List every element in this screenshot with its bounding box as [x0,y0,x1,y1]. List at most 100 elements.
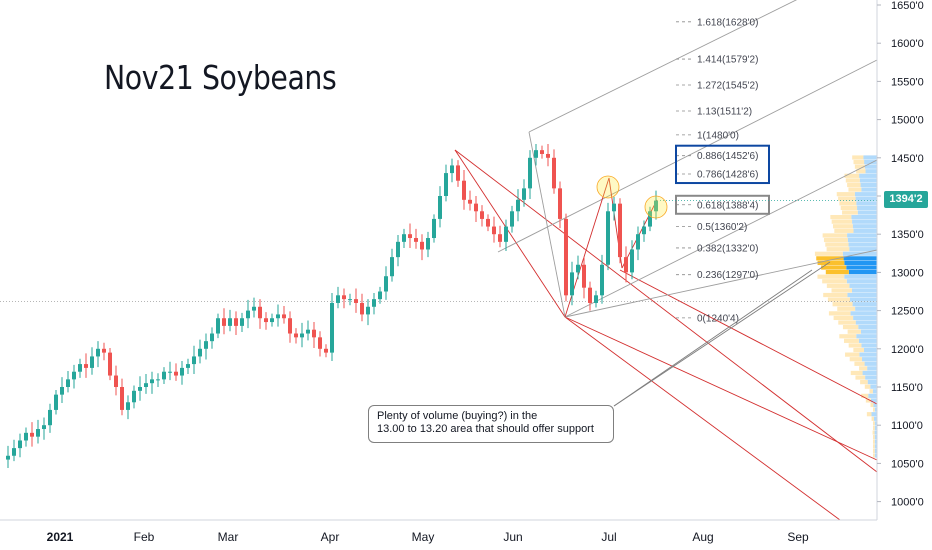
volume-profile-bar-down [873,421,875,426]
candle-body [18,440,22,449]
volume-profile-bar-down [826,283,850,288]
volume-profile-bar-up [859,173,877,178]
volume-profile-bar-down [873,448,875,453]
candle-body [96,348,100,357]
candle-body [216,318,220,334]
candle-body [510,211,514,227]
volume-profile-bar-up [874,430,877,435]
volume-profile-bar-up [857,205,877,211]
fib-level-label: 1.414(1579'2) [697,55,758,66]
candle-body [516,199,520,212]
volume-profile-bar-up [849,297,877,302]
volume-profile-bar-down [839,334,857,339]
candle-body [102,348,106,353]
candle-body [366,306,370,315]
volume-profile-bar-up [874,448,877,453]
volume-profile-bar-down [845,178,860,183]
candle-body [132,390,136,403]
price-tick-label: 1100'0 [891,420,923,432]
fib-level-label: 1.618(1628'0) [697,17,758,28]
volume-profile-bar-down [837,306,856,311]
volume-profile-bar-down [848,187,862,192]
volume-profile-bar-down [825,242,849,247]
volume-profile-bar-down [827,297,850,302]
candle-body [36,429,40,437]
price-axis[interactable]: 1650'01600'01550'01500'01450'01400'01350… [877,0,924,509]
candle-body [624,257,628,273]
candle-body [276,314,280,319]
red-pitchfork-upper-tine [454,149,878,473]
fib-level-label: 1.13(1511'2) [697,107,752,118]
volume-profile-bar-up [867,366,877,371]
volume-profile-bar-up [864,361,877,366]
candle-body [228,318,232,326]
volume-profile-bar-down [821,265,847,270]
volume-profile-bar-up [853,315,877,321]
volume-profile-bar-down [873,425,875,431]
candle-body [582,264,586,288]
candle-body [336,295,340,303]
candle-body [618,203,622,258]
grey-pitchfork-lower-tine [564,159,878,318]
volume-profile-bar-up [855,196,877,201]
volume-profile-bar-down [828,311,851,316]
candle-body [588,287,592,303]
fibonacci-levels: 1.618(1628'0) 1.414(1579'2) 1.272(1545'2) 1… [675,17,770,324]
volume-profile-bar-up [863,347,877,353]
volume-profile-bar-down [844,338,859,343]
candle-body [534,150,538,158]
volume-profile-bar-down [842,325,859,330]
time-tick-label: Jun [503,530,522,544]
volume-profile-bar-up [846,265,877,270]
fib-level-label: 1(1480'0) [697,130,739,141]
volume-profile-bar-down [825,270,849,275]
candle-body [504,226,508,242]
candle-body [150,379,154,384]
fib-level-label: 0.236(1297'0) [697,270,758,281]
candle-body [24,432,28,441]
price-tick-label: 1650'0 [891,0,924,12]
volume-profile-bar-up [855,306,877,311]
price-tick-label: 1300'0 [891,267,924,279]
candle-body [252,306,256,311]
volume-profile-bar-down [859,366,868,371]
volume-profile-bar-up [856,334,877,339]
candle-body [654,200,658,212]
candle-body [294,333,298,338]
candle-body [6,455,10,460]
candle-body [492,226,496,235]
price-tick-label: 1450'0 [891,153,924,165]
candle-body [144,383,148,387]
volume-profile-bar-down [831,219,853,224]
candle-body [372,299,376,307]
volume-profile-bar-up [844,274,877,279]
candle-body [78,364,82,372]
volume-profile-bar-down [834,228,854,233]
candle-body [462,180,466,200]
grey-pitchfork-upper-tine [528,0,798,133]
volume-profile-bar-down [870,402,874,408]
candle-body [90,356,94,368]
volume-profile-bar-down [844,173,860,178]
volume-profile-bar-down [873,444,875,449]
candle-body [48,409,52,426]
volume-profile-bar-up [849,283,877,288]
volume-profile-bar-up [847,292,877,298]
candle-body [606,211,610,265]
time-tick-label: Feb [134,530,155,544]
time-tick-label: 2021 [47,530,74,544]
volume-profile-bar-up [847,233,877,238]
annotation-callout[interactable]: Plenty of volume (buying?) in the 13.00 … [368,405,614,443]
volume-profile-bar-up [861,357,877,362]
candle-body [558,188,562,219]
candle-body [312,329,316,338]
fib-level-label: 0.886(1452'6) [697,151,758,162]
candle-body [120,387,124,410]
candle-body [330,302,334,353]
candlesticks [6,144,877,468]
volume-profile-bar-up [852,302,877,307]
time-axis[interactable]: 2021 Feb Mar Apr May Jun Jul Aug Sep [47,530,809,544]
volume-profile-bar-down [866,412,872,417]
candle-body [642,226,646,235]
volume-profile-bar-up [847,237,877,243]
